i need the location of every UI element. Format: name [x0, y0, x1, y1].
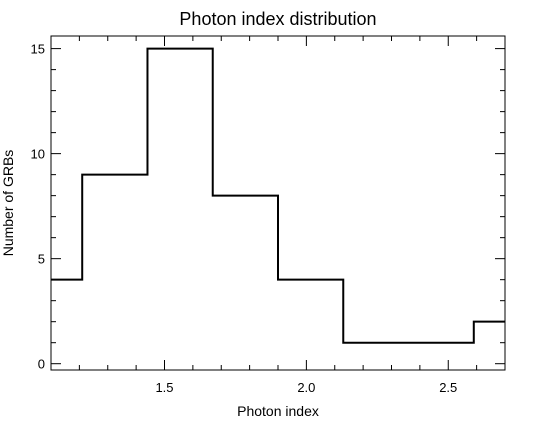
histogram-line — [51, 47, 505, 344]
y-tick-label: 5 — [38, 252, 45, 267]
y-tick-label: 10 — [31, 147, 45, 162]
x-axis-label: Photon index — [237, 403, 319, 419]
y-tick-label: 15 — [31, 42, 45, 57]
y-tick-label: 0 — [38, 357, 45, 372]
x-axis: 1.5 2.0 2.5 — [78, 36, 506, 395]
chart-title: Photon index distribution — [179, 9, 376, 29]
x-tick-label: 1.5 — [155, 380, 173, 395]
x-tick-label: 2.5 — [439, 380, 457, 395]
x-tick-label: 2.0 — [297, 380, 315, 395]
y-axis: 0 5 10 15 — [31, 42, 505, 372]
y-axis-label: Number of GRBs — [0, 150, 16, 257]
